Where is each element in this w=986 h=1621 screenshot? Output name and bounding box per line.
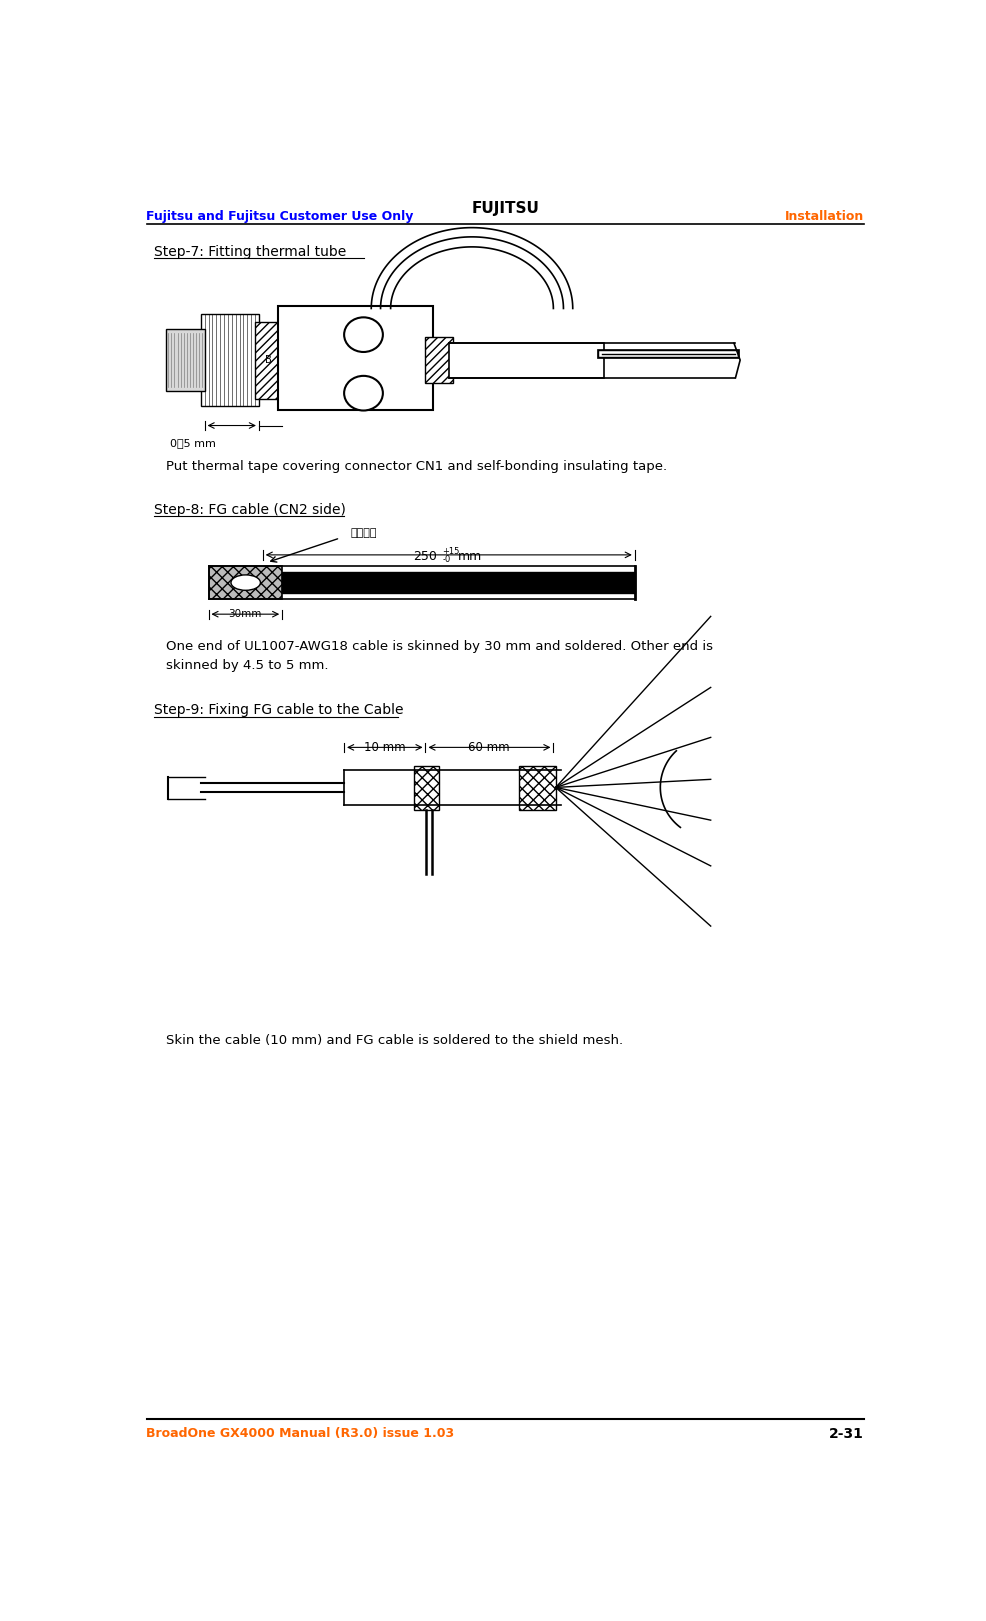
Polygon shape [208,566,282,598]
Text: 250: 250 [413,550,438,562]
Polygon shape [426,337,453,383]
Text: Put thermal tape covering connector CN1 and self-bonding insulating tape.: Put thermal tape covering connector CN1 … [166,460,667,473]
Text: BroadOne GX4000 Manual (R3.0) issue 1.03: BroadOne GX4000 Manual (R3.0) issue 1.03 [147,1426,455,1439]
Ellipse shape [344,376,383,410]
Ellipse shape [344,318,383,352]
Text: 60 mm: 60 mm [468,741,510,754]
Polygon shape [414,765,439,810]
Text: FUJITSU: FUJITSU [471,201,539,216]
Text: B: B [265,355,271,365]
Text: Skin the cable (10 mm) and FG cable is soldered to the shield mesh.: Skin the cable (10 mm) and FG cable is s… [166,1034,623,1047]
Text: 0～5 mm: 0～5 mm [170,438,216,447]
Text: mm: mm [458,550,482,562]
Polygon shape [278,306,433,410]
Text: +15: +15 [443,548,459,556]
Text: 2-31: 2-31 [829,1426,864,1441]
Text: 30mm: 30mm [228,609,261,619]
Text: Installation: Installation [785,211,864,224]
Text: One end of UL1007-AWG18 cable is skinned by 30 mm and soldered. Other end is
ski: One end of UL1007-AWG18 cable is skinned… [166,640,713,671]
Polygon shape [449,344,603,378]
Text: -0: -0 [443,554,451,564]
Text: 半田付け: 半田付け [350,528,377,538]
Polygon shape [166,329,205,391]
Text: Step-8: FG cable (CN2 side): Step-8: FG cable (CN2 side) [154,503,346,517]
Text: 10 mm: 10 mm [364,741,405,754]
Polygon shape [282,572,635,593]
Text: Step-9: Fixing FG cable to the Cable: Step-9: Fixing FG cable to the Cable [154,704,403,716]
Text: Step-7: Fitting thermal tube: Step-7: Fitting thermal tube [154,245,346,259]
Polygon shape [201,314,259,407]
Polygon shape [255,321,282,399]
Ellipse shape [231,575,260,590]
Text: Fujitsu and Fujitsu Customer Use Only: Fujitsu and Fujitsu Customer Use Only [147,211,414,224]
Polygon shape [519,765,556,810]
